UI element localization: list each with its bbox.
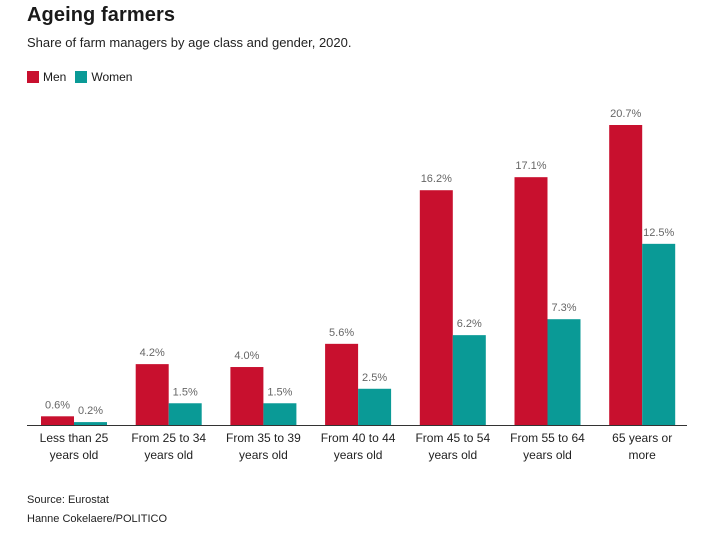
legend-item-women: Women <box>75 70 132 84</box>
x-tick-label-0-line-1: years old <box>50 448 99 462</box>
data-label-men-2: 4.0% <box>234 350 259 362</box>
data-label-women-2: 1.5% <box>267 386 292 398</box>
data-label-men-0: 0.6% <box>45 399 70 411</box>
bar-women-1 <box>168 403 202 425</box>
x-tick-label-3-line-0: From 40 to 44 <box>321 431 396 445</box>
x-tick-label-3-line-1: years old <box>334 448 383 462</box>
data-label-women-1: 1.5% <box>173 386 198 398</box>
chart-title: Ageing farmers <box>27 4 176 26</box>
x-tick-label-5-line-0: From 55 to 64 <box>510 431 585 445</box>
bar-men-2 <box>230 367 264 425</box>
x-tick-label-0-line-0: Less than 25 <box>40 431 109 445</box>
x-tick-label-4-line-0: From 45 to 54 <box>415 431 490 445</box>
data-label-women-5: 7.3% <box>551 302 576 314</box>
x-tick-label-6-line-0: 65 years or <box>612 431 672 445</box>
x-tick-label-6-line-1: more <box>629 448 657 462</box>
bar-women-2 <box>263 403 297 425</box>
x-tick-label-2-line-1: years old <box>239 448 288 462</box>
bar-women-0 <box>74 422 107 425</box>
x-tick-label-5-line-1: years old <box>523 448 572 462</box>
data-label-men-6: 20.7% <box>610 108 641 120</box>
bar-women-3 <box>358 388 392 425</box>
legend-label-women: Women <box>91 70 133 84</box>
legend-item-men: Men <box>27 70 66 84</box>
bar-men-0 <box>41 416 74 425</box>
x-tick-label-4-line-1: years old <box>428 448 477 462</box>
source-block: Source: Eurostat Hanne Cokelaere/POLITIC… <box>27 491 167 529</box>
data-label-women-6: 12.5% <box>643 227 674 239</box>
x-tick-label-2-line-0: From 35 to 39 <box>226 431 301 445</box>
data-label-men-5: 17.1% <box>515 160 546 172</box>
chart-subtitle: Share of farm managers by age class and … <box>27 35 352 50</box>
bar-women-5 <box>547 319 581 425</box>
data-label-women-4: 6.2% <box>457 318 482 330</box>
bar-men-3 <box>325 343 359 425</box>
data-label-women-3: 2.5% <box>362 372 387 384</box>
data-label-men-4: 16.2% <box>421 173 452 185</box>
data-label-men-3: 5.6% <box>329 327 354 339</box>
bar-men-5 <box>514 177 548 425</box>
bar-men-1 <box>135 364 169 425</box>
bar-men-6 <box>609 125 643 425</box>
legend-swatch-women <box>75 71 88 83</box>
data-label-women-0: 0.2% <box>78 405 103 417</box>
legend: Men Women <box>27 70 141 84</box>
legend-swatch-men <box>27 71 39 83</box>
bar-women-6 <box>642 243 676 425</box>
data-label-men-1: 4.2% <box>140 347 165 359</box>
bar-women-4 <box>452 335 486 425</box>
bar-men-4 <box>419 190 453 425</box>
x-tick-label-1-line-0: From 25 to 34 <box>131 431 206 445</box>
source-text: Source: Eurostat <box>27 494 109 506</box>
credit-text: Hanne Cokelaere/POLITICO <box>27 513 168 525</box>
legend-label-men: Men <box>43 70 67 84</box>
x-tick-label-1-line-1: years old <box>144 448 193 462</box>
